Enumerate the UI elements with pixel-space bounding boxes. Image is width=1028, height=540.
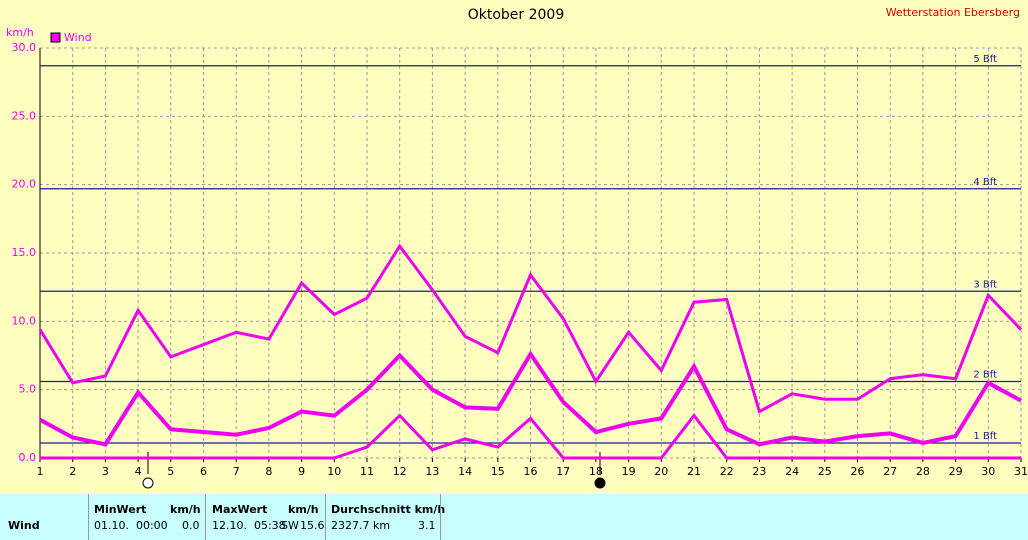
x-tick-label: 2	[69, 465, 76, 478]
cell: 01.10. 00:00	[94, 519, 168, 532]
x-tick-label: 10	[327, 465, 341, 478]
cell: SW	[281, 519, 299, 532]
separator	[440, 494, 441, 540]
y-tick-label: 0.0	[19, 451, 37, 464]
wind-line	[40, 413, 1021, 460]
x-tick-label: 26	[851, 465, 865, 478]
bft-label: 4 Bft	[973, 177, 997, 188]
x-tick-label: 19	[622, 465, 636, 478]
x-tick-label: 23	[752, 465, 766, 478]
x-tick-label: 7	[233, 465, 240, 478]
x-tick-label: 30	[981, 465, 995, 478]
y-label: km/h	[6, 26, 34, 39]
cell: 3.1	[418, 519, 436, 532]
bft-label: 3 Bft	[973, 279, 997, 290]
x-tick-label: 3	[102, 465, 109, 478]
x-tick-label: 17	[556, 465, 570, 478]
y-tick-label: 30.0	[12, 41, 37, 54]
cell: 12.10. 05:38	[212, 519, 286, 532]
wind-line	[39, 350, 1022, 447]
x-tick-label: 27	[883, 465, 897, 478]
separator	[325, 494, 326, 540]
legend-swatch	[50, 32, 61, 43]
x-tick-label: 16	[524, 465, 538, 478]
full-moon	[142, 477, 154, 489]
y-tick-label: 20.0	[12, 178, 37, 191]
x-tick-label: 1	[37, 465, 44, 478]
chart: Oktober 2009 Wetterstation Ebersberg km/…	[6, 6, 1028, 489]
bft-label: 1 Bft	[973, 431, 997, 442]
new-moon	[594, 477, 606, 489]
header: km/h	[288, 503, 319, 516]
x-tick-label: 9	[298, 465, 305, 478]
bft-label: 2 Bft	[973, 369, 997, 380]
wind-line	[38, 243, 1023, 414]
chart-title: Oktober 2009	[468, 7, 565, 23]
cell: 0.0	[182, 519, 200, 532]
x-tick-label: 25	[818, 465, 832, 478]
x-tick-label: 6	[200, 465, 207, 478]
legend-label: Wind	[64, 31, 92, 44]
y-tick-label: 10.0	[12, 314, 37, 327]
x-tick-label: 24	[785, 465, 799, 478]
x-tick-label: 8	[265, 465, 272, 478]
x-tick-label: 12	[393, 465, 407, 478]
x-tick-label: 28	[916, 465, 930, 478]
x-tick-label: 5	[167, 465, 174, 478]
x-tick-label: 31	[1014, 465, 1028, 478]
bft-label: 5 Bft	[973, 54, 997, 65]
y-tick-label: 15.0	[12, 246, 37, 259]
x-tick-label: 18	[589, 465, 603, 478]
header: MaxWert	[212, 503, 268, 516]
row-label: Wind	[8, 519, 40, 532]
x-tick-label: 14	[458, 465, 472, 478]
x-tick-label: 11	[360, 465, 374, 478]
x-tick-label: 15	[491, 465, 505, 478]
cell: 15.6	[300, 519, 325, 532]
x-tick-label: 13	[425, 465, 439, 478]
header: Durchschnitt km/h	[331, 503, 446, 516]
x-tick-label: 21	[687, 465, 701, 478]
y-tick-label: 5.0	[19, 383, 37, 396]
x-tick-label: 20	[654, 465, 668, 478]
separator	[205, 494, 206, 540]
stats-panel: Wind MinWert km/h 01.10. 00:00 0.0 MaxWe…	[0, 494, 1028, 540]
x-tick-label: 4	[135, 465, 142, 478]
cell: 2327.7 km	[331, 519, 391, 532]
station: Wetterstation Ebersberg	[886, 6, 1020, 19]
separator	[88, 494, 89, 540]
x-tick-label: 29	[949, 465, 963, 478]
header: MinWert	[94, 503, 147, 516]
y-tick-label: 25.0	[12, 109, 37, 122]
x-tick-label: 22	[720, 465, 734, 478]
header: km/h	[170, 503, 201, 516]
